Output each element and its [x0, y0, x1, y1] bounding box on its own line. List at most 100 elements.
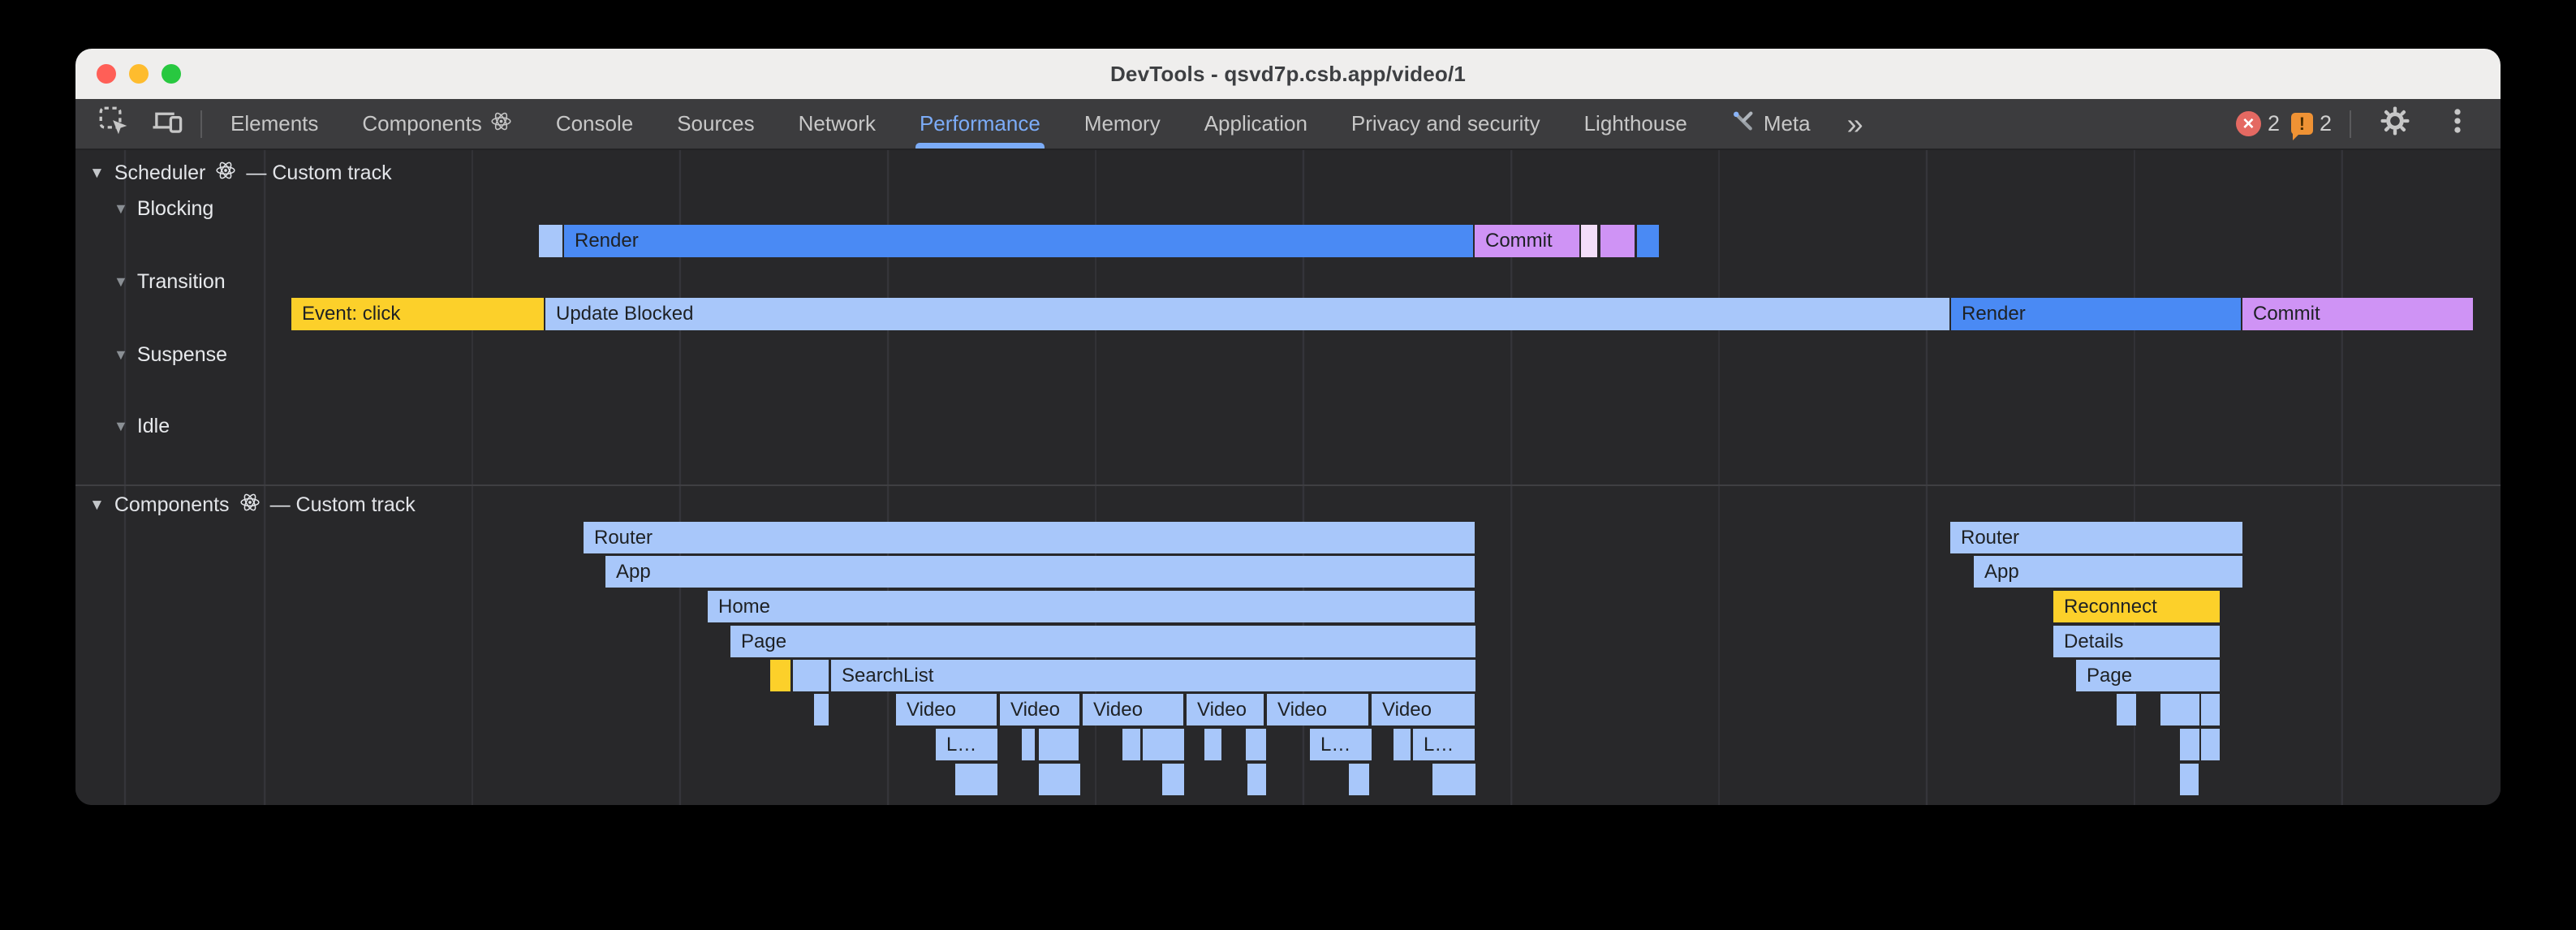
flame-bar[interactable] [2180, 764, 2199, 795]
flame-bar-app[interactable]: App [605, 556, 1475, 588]
flame-bar-video[interactable]: Video [1267, 694, 1368, 725]
flame-bar[interactable] [1349, 764, 1369, 795]
components-track-name: Components [114, 493, 230, 516]
collapse-triangle-icon[interactable]: ▼ [114, 418, 128, 434]
flame-bar-commit[interactable]: Commit [2242, 298, 2473, 330]
minimize-button[interactable] [129, 64, 149, 84]
tab-console[interactable]: Console [555, 111, 634, 136]
flame-bar[interactable] [1039, 729, 1079, 760]
flame-bar-l-[interactable]: L… [936, 729, 997, 760]
close-button[interactable] [97, 64, 116, 84]
flame-bar[interactable] [1204, 729, 1221, 760]
window-title: DevTools - qsvd7p.csb.app/video/1 [1109, 61, 1467, 86]
flame-bar-video[interactable]: Video [1187, 694, 1264, 725]
flame-bar[interactable] [1637, 225, 1659, 257]
atom-icon [490, 110, 512, 138]
flame-bar-page[interactable]: Page [730, 626, 1475, 657]
flame-bar[interactable] [1246, 729, 1266, 760]
flame-bar[interactable] [1022, 729, 1035, 760]
flame-bar[interactable] [770, 660, 790, 691]
kebab-menu-icon [2442, 105, 2473, 142]
collapse-triangle-icon[interactable]: ▼ [89, 164, 105, 182]
inspect-element-button[interactable] [87, 99, 140, 149]
flame-bar-reconnect[interactable]: Reconnect [2053, 591, 2220, 622]
custom-track-suffix: — Custom track [246, 161, 392, 184]
flame-bar[interactable] [814, 694, 829, 725]
collapse-triangle-icon[interactable]: ▼ [114, 273, 128, 290]
tools-icon [1731, 109, 1755, 139]
flame-bar-home[interactable]: Home [708, 591, 1475, 622]
tab-components[interactable]: Components [340, 99, 533, 149]
flame-bar-page[interactable]: Page [2076, 660, 2220, 691]
warning-badge[interactable]: ! 2 [2290, 111, 2332, 140]
atom-icon [215, 160, 236, 187]
gear-icon [2379, 105, 2411, 143]
settings-button[interactable] [2369, 105, 2421, 143]
tab-elements[interactable]: Elements [230, 111, 319, 136]
collapse-triangle-icon[interactable]: ▼ [114, 347, 128, 363]
tab-application[interactable]: Application [1204, 111, 1307, 136]
flame-bar[interactable] [955, 764, 997, 795]
flame-bar[interactable] [1039, 764, 1080, 795]
flame-bar[interactable] [1162, 764, 1184, 795]
lane-suspense[interactable]: ▼ Suspense [114, 342, 228, 366]
flame-bar[interactable] [1122, 729, 1140, 760]
more-tabs-button[interactable]: » [1846, 106, 1863, 140]
tab-performance[interactable]: Performance [898, 99, 1062, 149]
flame-bar-l-[interactable]: L… [1413, 729, 1475, 760]
track-separator [75, 484, 2501, 486]
components-track-header[interactable]: ▼ Components — Custom track [89, 490, 416, 519]
tab-privacy-and-security[interactable]: Privacy and security [1350, 111, 1540, 136]
tab-lighthouse[interactable]: Lighthouse [1583, 111, 1687, 136]
tab-meta[interactable]: Meta [1709, 99, 1833, 149]
flame-bar[interactable] [1143, 729, 1184, 760]
kebab-menu-button[interactable] [2432, 105, 2483, 142]
error-badge[interactable]: × 2 [2235, 111, 2280, 136]
lane-transition[interactable]: ▼ Transition [114, 269, 226, 293]
collapse-triangle-icon[interactable]: ▼ [114, 200, 128, 217]
flame-bar[interactable] [2160, 694, 2199, 725]
scheduler-track-name: Scheduler [114, 161, 206, 184]
tab-network[interactable]: Network [798, 111, 876, 136]
flame-bar-router[interactable]: Router [1950, 522, 2242, 553]
flame-bar[interactable] [2201, 729, 2220, 760]
flame-bar-video[interactable]: Video [896, 694, 997, 725]
flame-bar-l-[interactable]: L… [1310, 729, 1372, 760]
flame-bar[interactable] [1432, 764, 1475, 795]
tab-sources[interactable]: Sources [677, 111, 755, 136]
flame-bar[interactable] [539, 225, 562, 257]
flame-bar[interactable] [1600, 225, 1635, 257]
flame-bar-app[interactable]: App [1974, 556, 2242, 588]
zoom-button[interactable] [162, 64, 181, 84]
flame-bar-update-blocked[interactable]: Update Blocked [545, 298, 1949, 330]
flame-bar-render[interactable]: Render [1951, 298, 2241, 330]
inspect-cursor-icon [97, 104, 131, 144]
flame-bar[interactable] [1581, 225, 1597, 257]
flame-bar-render[interactable]: Render [564, 225, 1473, 257]
title-bar: DevTools - qsvd7p.csb.app/video/1 [75, 49, 2501, 99]
flame-bar-router[interactable]: Router [584, 522, 1475, 553]
atom-icon [239, 492, 261, 519]
device-toolbar-button[interactable] [140, 99, 194, 149]
flame-bar-searchlist[interactable]: SearchList [831, 660, 1475, 691]
flame-bar[interactable] [1247, 764, 1266, 795]
flame-bar[interactable] [793, 660, 829, 691]
flame-bar-video[interactable]: Video [1083, 694, 1183, 725]
flame-bar-commit[interactable]: Commit [1475, 225, 1579, 257]
tab-memory[interactable]: Memory [1083, 111, 1161, 136]
flame-bar[interactable] [2201, 694, 2220, 725]
lane-idle[interactable]: ▼ Idle [114, 414, 170, 437]
lane-blocking[interactable]: ▼ Blocking [114, 196, 214, 220]
flame-bar[interactable] [2180, 729, 2199, 760]
flame-bar[interactable] [2117, 694, 2136, 725]
flame-bar[interactable] [1394, 729, 1411, 760]
collapse-triangle-icon[interactable]: ▼ [89, 496, 105, 514]
scheduler-track-header[interactable]: ▼ Scheduler — Custom track [89, 158, 392, 187]
flame-bar-video[interactable]: Video [1000, 694, 1079, 725]
error-icon: × [2235, 111, 2261, 136]
flame-bar-details[interactable]: Details [2053, 626, 2220, 657]
warning-icon: ! [2290, 113, 2313, 140]
flame-bar-event-click[interactable]: Event: click [291, 298, 544, 330]
toolbar-divider [200, 110, 202, 138]
flame-bar-video[interactable]: Video [1372, 694, 1475, 725]
